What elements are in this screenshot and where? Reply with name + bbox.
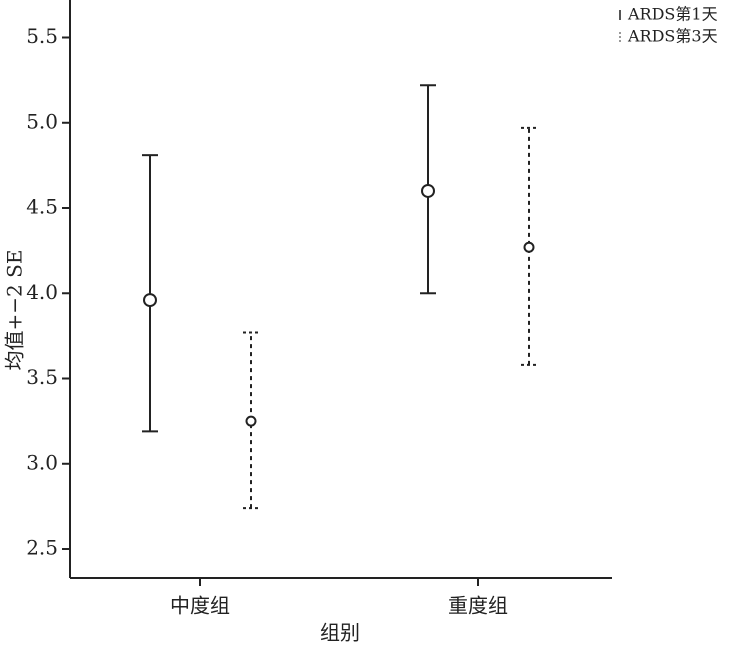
y-tick-label: 4.0 (26, 280, 58, 304)
y-tick-label: 2.5 (26, 536, 58, 560)
y-tick-label: 5.5 (26, 24, 58, 48)
y-tick-label: 3.5 (26, 365, 58, 389)
y-tick-label: 5.0 (26, 109, 58, 133)
y-tick-label: 3.0 (26, 450, 58, 474)
legend-label: ARDS第3天 (627, 27, 718, 46)
legend-label: ARDS第1天 (627, 5, 718, 24)
mean-marker (421, 183, 435, 198)
mean-marker (143, 293, 157, 308)
y-tick-label: 4.5 (26, 195, 58, 219)
x-tick-label: 重度组 (448, 594, 508, 618)
mean-marker (523, 241, 535, 253)
y-axis-label: 均值+−2 SE (3, 250, 27, 371)
mean-marker (245, 415, 257, 427)
x-tick-label: 中度组 (170, 594, 230, 618)
x-axis-label: 组别 (320, 621, 360, 645)
